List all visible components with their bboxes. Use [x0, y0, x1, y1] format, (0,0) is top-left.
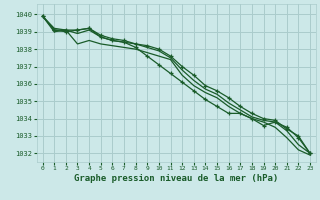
X-axis label: Graphe pression niveau de la mer (hPa): Graphe pression niveau de la mer (hPa) — [74, 174, 278, 183]
